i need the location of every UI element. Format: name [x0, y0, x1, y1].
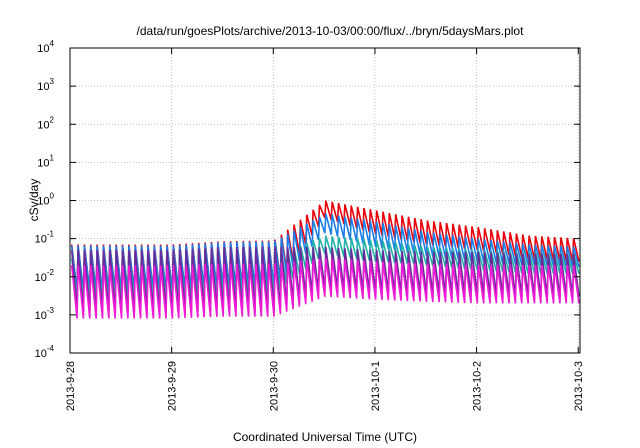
x-tick-label: 2013-10-1 [370, 361, 382, 411]
x-tick-label: 2013-10-3 [573, 361, 585, 411]
series-line-1 [70, 213, 580, 293]
y-tick-label: 104 [37, 39, 54, 55]
y-tick-label: 102 [37, 115, 54, 131]
y-tick-label: 103 [37, 77, 54, 93]
chart-title: /data/run/goesPlots/archive/2013-10-03/0… [137, 24, 525, 38]
y-tick-label: 10-3 [35, 306, 55, 322]
y-tick-label: 101 [37, 153, 54, 169]
y-tick-label: 10-2 [35, 268, 55, 284]
x-tick-label: 2013-9-28 [65, 361, 77, 411]
series-group [70, 200, 580, 319]
series-line-4 [70, 258, 580, 319]
x-tick-label: 2013-9-30 [268, 361, 280, 411]
ticks: 10-4 10-3 10-2 10-1 100 101 102 103 104 2013-9-28… [35, 39, 586, 411]
x-tick-label: 2013-10-2 [472, 361, 484, 411]
y-axis-label: cSv/day [27, 179, 41, 222]
x-tick-label: 2013-9-29 [167, 361, 179, 411]
y-tick-label: 10-1 [35, 230, 55, 246]
x-axis-label: Coordinated Universal Time (UTC) [233, 430, 417, 444]
y-tick-label: 100 [37, 192, 54, 208]
y-tick-label: 10-4 [35, 344, 55, 360]
